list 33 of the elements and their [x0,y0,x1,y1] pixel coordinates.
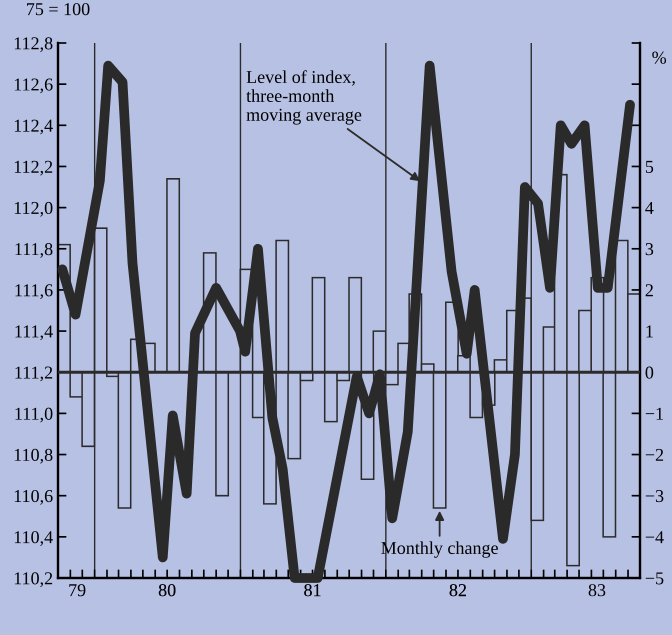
y-tick-label: 112,4 [14,120,53,134]
y2-tick-label: −5 [646,572,664,584]
y-tick-label: 111,4 [15,325,53,340]
y-tick-label: 111,6 [15,284,53,299]
y2-tick-label: −2 [646,448,664,461]
y-tick-label: 110,6 [14,490,53,505]
y2-tick-label: −3 [646,490,664,502]
y-tick-label: 111,0 [15,408,52,422]
x-tick-label: 79 [69,584,86,596]
y-tick-label: 111,2 [15,366,52,382]
y2-tick-label: −4 [646,531,664,544]
x-tick-label: 83 [588,584,606,596]
x-tick-label: 81 [304,584,320,596]
y-tick-label: 112,0 [14,202,52,217]
y2-tick-label: 4 [645,202,654,214]
x-tick-label: 82 [450,584,466,596]
y2-tick-label: 3 [646,243,654,256]
y2-tick-label: 1 [646,325,653,338]
y2-tick-label: 5 [646,160,654,173]
y2-tick-label: 2 [646,284,653,296]
x-tick-label: 80 [158,584,176,596]
y2-axis-title: % [652,52,666,64]
y2-tick-label: −1 [646,408,663,420]
annotation: Level of index, three-month moving average [246,70,362,125]
y-tick-label: 110,4 [14,531,53,546]
y-tick-label: 110,8 [14,448,52,464]
y-tick-label: 110,2 [14,572,52,588]
y2-tick-label: 0 [646,366,654,379]
y-tick-label: 112,6 [14,78,53,94]
y-tick-label: 112,2 [14,160,52,176]
y-tick-label: 111,8 [15,243,52,258]
y-axis-title: 75 = 100 [27,3,90,16]
y-tick-label: 112,8 [14,37,52,52]
